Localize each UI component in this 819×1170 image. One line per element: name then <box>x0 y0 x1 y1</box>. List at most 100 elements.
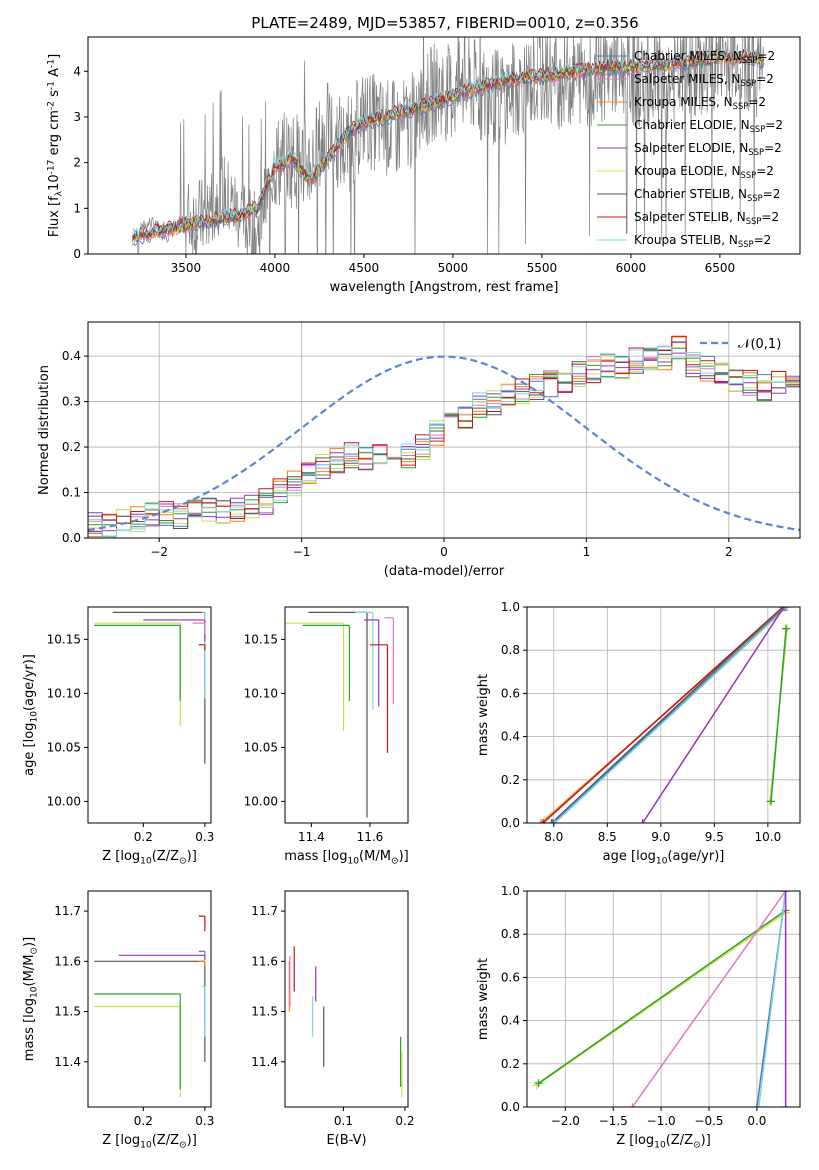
x-tick-label: 6500 <box>705 261 736 275</box>
y-tick-label: 0.2 <box>501 773 520 787</box>
plus-marker <box>547 819 556 823</box>
errorbar-chabrier-elodie <box>94 993 181 1090</box>
plus-marker <box>539 819 548 823</box>
plus-marker <box>779 607 788 611</box>
histogram-kroupa-miles <box>88 336 800 538</box>
plus-marker <box>754 1103 763 1107</box>
x-tick-label: −2.0 <box>551 1114 580 1128</box>
errorbar-salpeter-elodie <box>118 954 206 961</box>
errorbar-kroupa-elodie <box>285 622 345 732</box>
x-axis-label: E(B-V) <box>326 1133 366 1148</box>
panel-mass_vs_ebv: 0.1 0.2 11.4 11.5 11.6 11.7 E(B-V) <box>251 890 414 1148</box>
x-tick-label: 3500 <box>171 261 202 275</box>
x-tick-label: −0.5 <box>694 1114 723 1128</box>
weight-segment <box>551 607 784 823</box>
errorbar-chabrier-miles <box>198 950 206 957</box>
histogram-chabrier-elodie <box>88 349 800 538</box>
x-axis-label: (data-model)/error <box>384 564 505 579</box>
plus-marker <box>534 1079 543 1088</box>
x-axis-label: Z [log10​(Z/Z⊙​)] <box>616 1133 711 1150</box>
y-tick-label: 0.6 <box>501 686 520 700</box>
y-tick-label: 0 <box>73 247 81 261</box>
weight-line-chabrier-elodie <box>767 624 791 806</box>
plot-area <box>132 37 765 254</box>
legend-label: Salpeter MILES, NSSP​=2 <box>634 72 774 88</box>
plus-marker <box>767 797 776 806</box>
y-tick-label: 11.4 <box>251 1055 278 1069</box>
errorbar-chabrier-elodie <box>94 624 181 701</box>
legend-label: Kroupa ELODIE, NSSP​=2 <box>634 164 774 180</box>
histogram-kroupa-stelib <box>88 346 800 538</box>
x-tick-label: 9.0 <box>651 830 670 844</box>
weight-segment <box>552 607 787 823</box>
y-tick-label: 1.0 <box>501 600 520 614</box>
errorbar-kroupa-elodie <box>94 622 181 726</box>
y-tick-label: 0.0 <box>501 1100 520 1114</box>
y-tick-label: 0.4 <box>501 730 520 744</box>
x-tick-label: 4000 <box>260 261 291 275</box>
plus-marker <box>781 1103 790 1107</box>
errorbar-salpeter-miles <box>384 617 394 705</box>
errorbar-kroupa-elodie <box>94 1005 181 1097</box>
weight-line-salpeter-stelib <box>539 607 787 823</box>
model-spectrum-kroupa-stelib <box>132 47 764 239</box>
weight-segment <box>554 607 788 823</box>
legend-label: Salpeter STELIB, NSSP​=2 <box>634 210 779 226</box>
y-axis-label: Flux [fλ​10-17​ erg cm-2​ s-1​ A-1​] <box>46 54 64 237</box>
legend-label: Salpeter ELODIE, NSSP​=2 <box>634 141 782 157</box>
weight-line-chabrier-miles <box>548 607 791 823</box>
plus-marker <box>752 1103 761 1107</box>
panel-age_vs_mass: 11.4 11.6 10.00 10.05 10.10 10.15 mass [log10​… <box>244 606 409 866</box>
x-tick-label: 1 <box>583 545 591 559</box>
errorbar-salpeter-stelib <box>198 915 206 932</box>
errorbar-chabrier-stelib <box>94 960 206 1062</box>
plus-marker <box>550 819 559 823</box>
y-tick-label: 0.2 <box>62 440 81 454</box>
legend-label: Kroupa STELIB, NSSP​=2 <box>634 233 771 249</box>
axes-frame <box>87 321 801 539</box>
y-tick-label: 0.8 <box>501 643 520 657</box>
panel-age_vs_z: 0.2 0.3 10.00 10.05 10.10 10.15 Z [log10​(Z/Z⊙… <box>22 606 214 866</box>
panel-residuals: −2 −1 0 1 2 0.0 0.1 0.2 0.3 0.4 (data-model)/error… <box>37 321 801 579</box>
legend-label-normal: 𝒩(0,1) <box>738 337 781 352</box>
x-axis-label: Z [log10​(Z/Z⊙​)] <box>102 1133 197 1150</box>
plus-marker <box>782 607 791 611</box>
x-tick-label: 0.2 <box>134 830 153 844</box>
x-tick-label: 6000 <box>616 261 647 275</box>
plus-marker <box>548 819 557 823</box>
x-tick-label: 5500 <box>527 261 558 275</box>
y-tick-label: 11.6 <box>54 954 81 968</box>
x-tick-label: 11.6 <box>357 830 384 844</box>
x-tick-label: 10.0 <box>755 830 782 844</box>
weight-segment <box>631 891 787 1107</box>
figure-title: PLATE=2489, MJD=53857, FIBERID=0010, z=0… <box>251 14 638 32</box>
plus-marker <box>783 607 792 611</box>
y-tick-label: 0.2 <box>501 1057 520 1071</box>
errorbar-kroupa-miles <box>198 960 206 967</box>
y-tick-label: 10.15 <box>47 632 81 646</box>
y-tick-label: 11.6 <box>251 954 278 968</box>
x-tick-label: 9.5 <box>705 830 724 844</box>
errorbar-salpeter-stelib <box>369 644 389 753</box>
x-tick-label: 0.3 <box>195 1114 214 1128</box>
weight-line-salpeter-elodie <box>781 891 790 1107</box>
model-spectrum-chabrier-elodie <box>132 52 764 242</box>
y-tick-label: 0.4 <box>501 1014 520 1028</box>
x-tick-label: 11.4 <box>298 830 325 844</box>
plot-area <box>94 611 206 764</box>
weight-line-chabrier-elodie <box>534 906 790 1088</box>
x-axis-label: age [log10​(age/yr)] <box>603 849 725 866</box>
weight-line-chabrier-stelib <box>547 607 787 823</box>
legend-label: Chabrier STELIB, NSSP​=2 <box>634 187 780 203</box>
histogram-chabrier-miles <box>88 347 800 538</box>
y-tick-label: 0.1 <box>62 486 81 500</box>
y-tick-label: 10.15 <box>244 632 278 646</box>
y-tick-label: 10.05 <box>244 740 278 754</box>
x-tick-label: 0 <box>440 545 448 559</box>
y-axis-label: Normed distribution <box>37 365 52 495</box>
x-axis-label: wavelength [Angstrom, rest frame] <box>330 280 559 295</box>
legend-label: Chabrier MILES, NSSP​=2 <box>634 49 775 65</box>
errorbar-salpeter-elodie <box>364 619 380 707</box>
y-axis-label: mass weight <box>476 958 491 1040</box>
y-tick-label: 10.00 <box>244 794 278 808</box>
